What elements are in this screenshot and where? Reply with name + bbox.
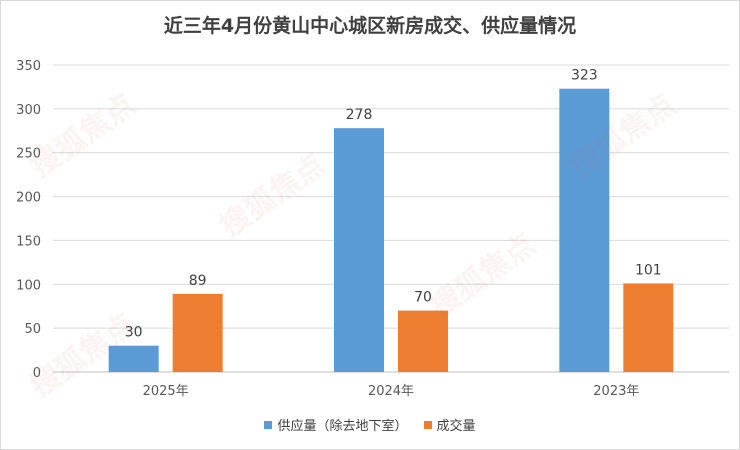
y-tick-label: 350 [16, 59, 41, 74]
chart-legend: 供应量（除去地下室） 成交量 [1, 415, 739, 434]
y-tick-label: 100 [16, 278, 41, 293]
chart-title: 近三年4月份黄山中心城区新房成交、供应量情况 [163, 15, 577, 37]
legend-label-deal: 成交量 [436, 419, 476, 434]
data-label: 323 [571, 68, 598, 84]
legend-item-supply: 供应量（除去地下室） [264, 415, 408, 434]
y-tick-label: 300 [16, 103, 41, 118]
data-label: 30 [125, 325, 143, 341]
y-tick-label: 150 [16, 234, 41, 249]
data-label: 70 [414, 290, 432, 306]
y-tick-label: 0 [33, 366, 41, 381]
bar-deal [398, 310, 448, 372]
data-label: 278 [346, 107, 373, 123]
x-tick-label: 2024年 [368, 384, 414, 399]
y-tick-label: 250 [16, 147, 41, 162]
bar-supply [334, 128, 384, 372]
x-tick-label: 2025年 [143, 384, 189, 399]
legend-item-deal: 成交量 [423, 415, 476, 434]
bar-deal [623, 283, 674, 372]
legend-swatch-supply [264, 420, 273, 429]
legend-swatch-deal [423, 420, 432, 429]
y-tick-label: 50 [24, 322, 41, 337]
legend-label-supply: 供应量（除去地下室） [277, 419, 408, 434]
bar-deal [172, 293, 223, 372]
x-tick-label: 2023年 [593, 384, 639, 399]
data-label: 101 [635, 262, 662, 278]
y-tick-label: 200 [16, 191, 41, 206]
data-label: 89 [189, 273, 207, 289]
bar-supply [108, 345, 159, 372]
bar-supply [559, 88, 610, 372]
